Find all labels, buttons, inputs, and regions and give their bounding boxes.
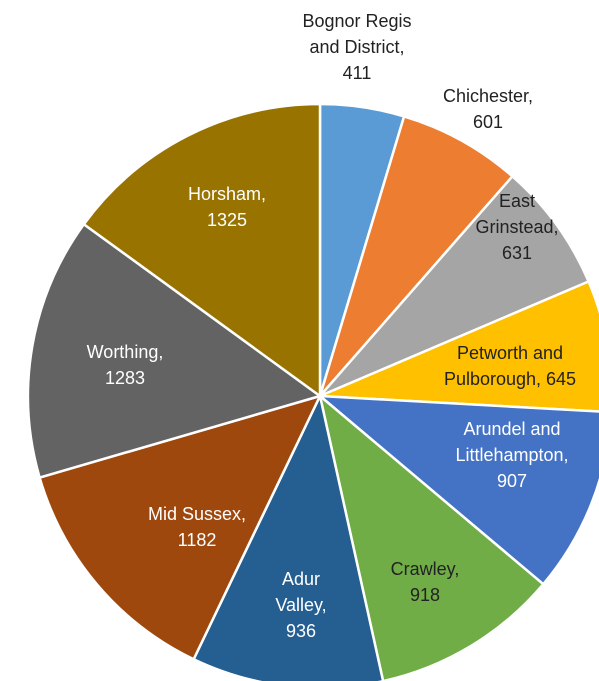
slice-label: Bognor Regis and District, 411: [302, 11, 411, 83]
value-label: 631: [502, 243, 532, 263]
pie-slice: [191, 392, 385, 681]
slice-label: Petworth and Pulborough, 645: [444, 343, 576, 389]
value-label: 936: [286, 621, 316, 641]
category-label: Chichester,: [443, 86, 533, 106]
slice-label: Arundel and Littlehampton, 907: [455, 419, 568, 491]
category-label: Pulborough,: [444, 369, 541, 389]
value-label: 601: [473, 112, 503, 132]
value-label: 918: [410, 585, 440, 605]
category-label: and District,: [309, 37, 404, 57]
category-label: Crawley,: [391, 559, 460, 579]
pie-slice: [38, 394, 323, 661]
value-label: 907: [497, 471, 527, 491]
value-label: 645: [546, 369, 576, 389]
category-label: Petworth and: [457, 343, 563, 363]
slice-label: Worthing, 1283: [87, 342, 164, 388]
slice-label: East Grinstead, 631: [475, 191, 558, 263]
pie-slice: [317, 392, 546, 681]
category-label: Littlehampton,: [455, 445, 568, 465]
slice-label: Crawley, 918: [391, 559, 460, 605]
pie-slice: [26, 222, 323, 480]
category-label: Adur: [282, 569, 320, 589]
value-label: 411: [343, 63, 372, 83]
slice-label: Mid Sussex, 1182: [148, 504, 246, 550]
slice-label: Horsham, 1325: [188, 184, 266, 230]
category-label: Horsham,: [188, 184, 266, 204]
category-label: Valley,: [275, 595, 326, 615]
category-label: East: [499, 191, 535, 211]
slice-label: Adur Valley, 936: [275, 569, 326, 641]
category-label: Grinstead,: [475, 217, 558, 237]
category-label: Mid Sussex,: [148, 504, 246, 524]
value-label: 1325: [207, 210, 247, 230]
category-label: Bognor Regis: [302, 11, 411, 31]
category-label: Worthing,: [87, 342, 164, 362]
slice-label: Chichester, 601: [443, 86, 533, 132]
value-label: 1283: [105, 368, 145, 388]
value-label: 1182: [178, 530, 217, 550]
pie-slice: [319, 279, 599, 413]
label-line: Pulborough, 645: [444, 369, 576, 389]
pie-slice: [318, 114, 515, 397]
pie-slice: [316, 394, 599, 586]
pie-slice: [82, 102, 322, 399]
category-label: Arundel and: [463, 419, 560, 439]
pie-slice: [319, 174, 591, 398]
